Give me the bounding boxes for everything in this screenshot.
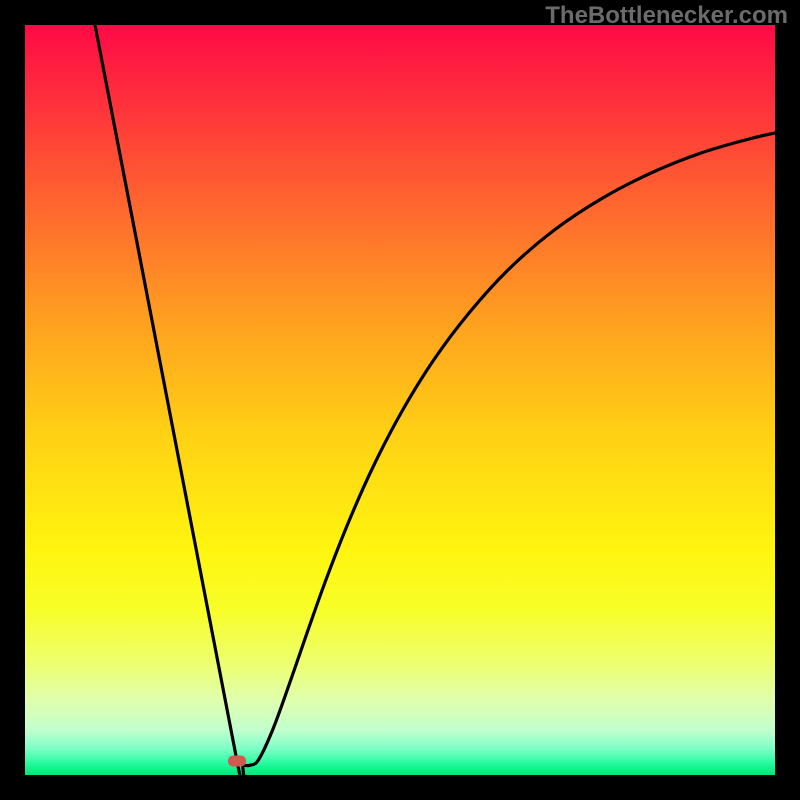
watermark-text: TheBottlenecker.com	[545, 2, 788, 30]
minimum-marker	[228, 756, 246, 767]
bottleneck-chart	[0, 0, 800, 800]
gradient-background	[25, 25, 775, 775]
